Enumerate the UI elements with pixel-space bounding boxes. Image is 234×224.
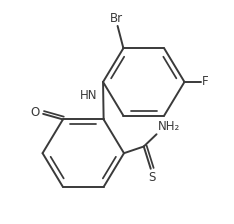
Text: S: S <box>148 171 156 184</box>
Text: NH₂: NH₂ <box>158 120 180 133</box>
Text: Br: Br <box>110 12 123 25</box>
Text: HN: HN <box>80 89 97 102</box>
Text: O: O <box>30 106 40 119</box>
Text: F: F <box>202 75 208 88</box>
